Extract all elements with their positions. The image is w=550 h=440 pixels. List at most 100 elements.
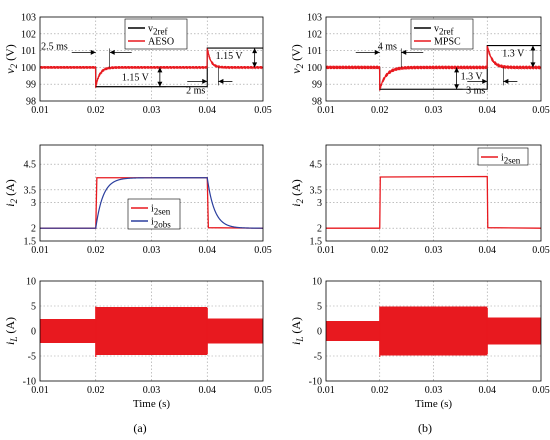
- y-tick-label: 3.5: [310, 185, 323, 196]
- legend-entry: v2ref: [148, 24, 168, 37]
- arrow-head: [218, 78, 224, 84]
- axes-frame: [325, 144, 542, 242]
- chart-b2: 0.01 0.02 0.03 0.04 0.05 1.5 2 3 3.5 4.5 i2 (A) i2s…: [289, 144, 550, 256]
- arrow-head: [90, 49, 96, 55]
- series-group: [326, 306, 541, 357]
- y-tick-label: 10: [312, 277, 322, 288]
- x-tick-label: 0.03: [425, 385, 443, 396]
- x-tick-label: 0.05: [254, 385, 272, 396]
- legend-entry: i2sen: [151, 204, 171, 217]
- x-tick-label: 0.05: [254, 105, 272, 116]
- y-axis-label: v2 (V): [289, 44, 305, 74]
- x-tick-label: 0.05: [532, 245, 550, 256]
- annotation-label: 2 ms: [186, 85, 205, 96]
- axes-frame: [39, 144, 264, 242]
- x-tick-label: 0.03: [425, 245, 443, 256]
- legend-entry: i2sen: [501, 153, 521, 166]
- y-tick-label: -10: [309, 377, 322, 388]
- annotation-label: 4 ms: [378, 41, 397, 52]
- x-tick-label: 0.03: [143, 245, 161, 256]
- arrow-head: [157, 67, 163, 73]
- chart-a3: 0.01 0.02 0.03 0.04 0.05 -10 -5 0 5 10 iL (A) Time …: [3, 277, 272, 411]
- y-tick-label: -5: [28, 352, 36, 363]
- x-tick-label: 0.02: [371, 105, 389, 116]
- y-axis-label: v2 (V): [3, 44, 19, 74]
- y-tick-label: -10: [23, 377, 36, 388]
- x-tick-label: 0.01: [317, 385, 335, 396]
- x-tick-label: 0.04: [199, 385, 217, 396]
- legend-entry: v2ref: [434, 24, 454, 37]
- y-tick-label: 100: [21, 63, 36, 74]
- y-tick-label: 102: [21, 29, 36, 40]
- y-tick-label: 1.5: [310, 237, 323, 248]
- series-group: [326, 175, 541, 229]
- legend-entry: AESO: [148, 37, 174, 48]
- y-tick-label: 10: [26, 277, 36, 288]
- x-tick-label: 0.05: [532, 385, 550, 396]
- annotation-label: 3 ms: [466, 85, 485, 96]
- y-tick-label: 100: [307, 63, 322, 74]
- annotation-label: 1.15 V: [122, 72, 150, 83]
- x-tick-label: 0.05: [254, 245, 272, 256]
- y-tick-label: 0: [31, 327, 36, 338]
- legend-entry: MPSC: [434, 37, 461, 48]
- arrow-head: [109, 49, 115, 55]
- arrow-head: [252, 48, 258, 54]
- caption-a: (a): [133, 421, 146, 435]
- x-tick-label: 0.01: [31, 245, 49, 256]
- legend-box: [127, 198, 181, 230]
- band-segment: [326, 321, 380, 341]
- y-tick-label: 5: [317, 302, 322, 313]
- x-tick-label: 0.04: [479, 385, 497, 396]
- x-tick-label: 0.02: [371, 245, 389, 256]
- arrow-head: [252, 62, 258, 68]
- x-tick-label: 0.01: [31, 105, 49, 116]
- x-tick-label: 0.03: [425, 105, 443, 116]
- series-MPSC: [326, 45, 541, 91]
- x-tick-label: 0.02: [87, 245, 105, 256]
- y-tick-label: 3.5: [24, 185, 37, 196]
- y-tick-label: 99: [312, 80, 322, 91]
- y-tick-label: 98: [26, 97, 36, 108]
- band-segment: [95, 307, 208, 355]
- axes-frame: [39, 280, 264, 382]
- x-tick-label: 0.03: [143, 105, 161, 116]
- arrow-head: [503, 78, 509, 84]
- x-tick-label: 0.04: [199, 245, 217, 256]
- x-tick-label: 0.01: [317, 105, 335, 116]
- arrow-head: [530, 45, 536, 51]
- caption-b: (b): [418, 421, 432, 435]
- arrow-head: [454, 67, 460, 73]
- legend-box: [477, 147, 529, 166]
- arrow-head: [202, 78, 208, 84]
- x-tick-label: 0.04: [199, 105, 217, 116]
- x-tick-label: 0.02: [87, 105, 105, 116]
- y-tick-label: 3: [317, 198, 322, 209]
- legend-box: [124, 18, 188, 50]
- axes-frame: [325, 280, 542, 382]
- annotation-label: 1.3 V: [461, 71, 484, 82]
- legend-box: [410, 18, 474, 50]
- series-i2obs: [40, 177, 263, 229]
- y-tick-label: 102: [307, 29, 322, 40]
- x-tick-label: 0.03: [143, 385, 161, 396]
- chart-a2: 0.01 0.02 0.03 0.04 0.05 1.5 2 3 3.5 4.5 i2 (A) i2s…: [3, 144, 272, 256]
- y-tick-label: 4.5: [24, 160, 37, 171]
- y-axis-label: i2 (A): [3, 179, 19, 207]
- arrow-head: [482, 78, 488, 84]
- y-tick-label: -5: [314, 352, 322, 363]
- arrow-head: [454, 84, 460, 90]
- y-tick-label: 103: [307, 13, 322, 24]
- y-tick-label: 101: [21, 46, 36, 57]
- band-segment: [487, 317, 541, 345]
- axes-frame: [325, 16, 542, 102]
- y-axis-label: iL (A): [289, 317, 305, 345]
- y-tick-label: 5: [31, 302, 36, 313]
- x-tick-label: 0.02: [371, 385, 389, 396]
- series-i2sen: [326, 175, 541, 229]
- band-segment: [379, 306, 488, 356]
- y-tick-label: 1.5: [24, 237, 37, 248]
- arrow-head: [374, 49, 380, 55]
- x-tick-label: 0.01: [317, 245, 335, 256]
